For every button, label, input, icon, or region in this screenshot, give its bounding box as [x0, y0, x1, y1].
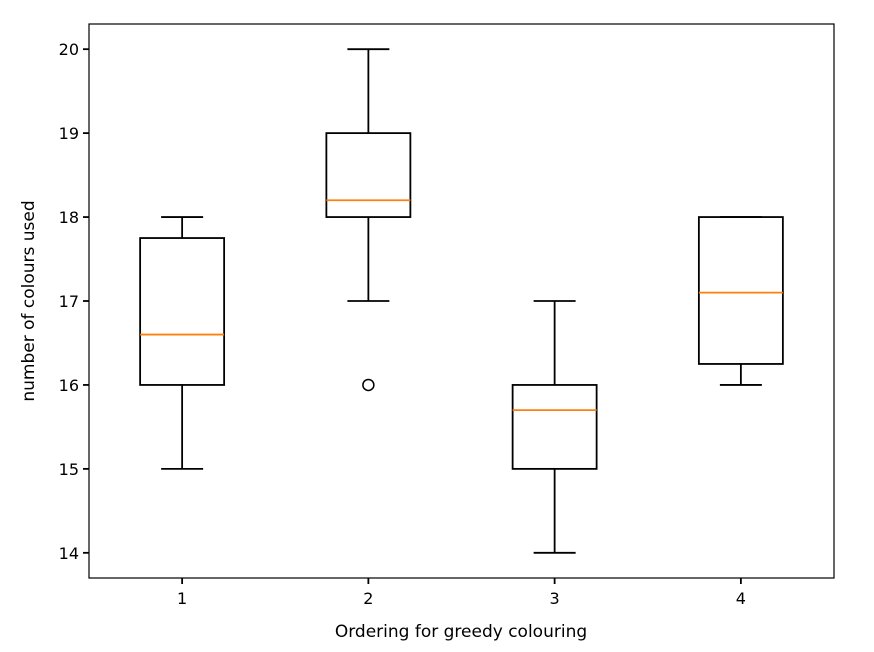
- y-tick-label: 20: [59, 40, 79, 59]
- y-tick-label: 18: [59, 208, 79, 227]
- y-axis-label: number of colours used: [19, 200, 39, 401]
- box: [139, 237, 226, 386]
- x-tick-label: 1: [177, 589, 187, 608]
- plot-area: [139, 48, 784, 554]
- outlier-point: [362, 378, 375, 392]
- y-tick-label: 16: [59, 376, 79, 395]
- box: [325, 132, 412, 218]
- x-axis-ticks: 1 2 3 4: [177, 578, 746, 608]
- box-group-3: [511, 300, 598, 554]
- y-tick-label: 15: [59, 460, 79, 479]
- y-tick-label: 17: [59, 292, 79, 311]
- y-tick-label: 19: [59, 124, 79, 143]
- box: [511, 384, 598, 470]
- x-axis-label: Ordering for greedy colouring: [335, 622, 587, 642]
- box-group-4: [697, 216, 784, 386]
- y-axis-ticks: 14 15 16 17 18 19 20: [59, 40, 89, 563]
- box-group-2: [325, 48, 412, 392]
- box-group-1: [139, 216, 226, 470]
- y-tick-label: 14: [59, 544, 79, 563]
- box: [697, 216, 784, 365]
- x-tick-label: 2: [363, 589, 373, 608]
- x-tick-label: 3: [550, 589, 560, 608]
- x-tick-label: 4: [736, 589, 746, 608]
